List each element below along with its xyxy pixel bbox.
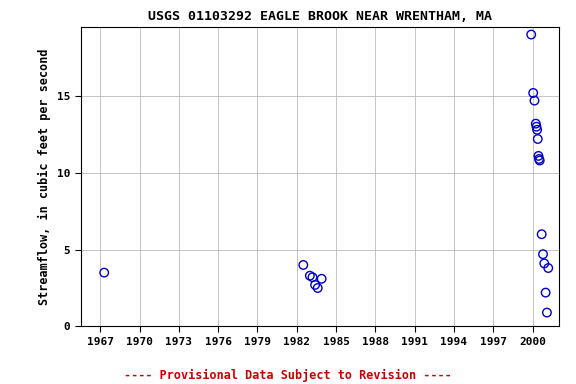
Point bbox=[100, 270, 109, 276]
Point bbox=[535, 157, 544, 164]
Point bbox=[317, 276, 326, 282]
Point bbox=[308, 274, 317, 280]
Text: ---- Provisional Data Subject to Revision ----: ---- Provisional Data Subject to Revisio… bbox=[124, 369, 452, 382]
Point bbox=[541, 290, 550, 296]
Point bbox=[537, 231, 546, 237]
Point bbox=[531, 121, 540, 127]
Y-axis label: Streamflow, in cubic feet per second: Streamflow, in cubic feet per second bbox=[38, 48, 51, 305]
Point bbox=[534, 153, 543, 159]
Point bbox=[310, 282, 320, 288]
Point bbox=[539, 251, 548, 257]
Point bbox=[529, 90, 538, 96]
Point bbox=[313, 285, 323, 291]
Point bbox=[540, 260, 549, 266]
Point bbox=[544, 265, 553, 271]
Point bbox=[535, 156, 544, 162]
Title: USGS 01103292 EAGLE BROOK NEAR WRENTHAM, MA: USGS 01103292 EAGLE BROOK NEAR WRENTHAM,… bbox=[147, 10, 492, 23]
Point bbox=[532, 127, 541, 133]
Point bbox=[543, 310, 552, 316]
Point bbox=[526, 31, 536, 38]
Point bbox=[533, 136, 543, 142]
Point bbox=[305, 273, 314, 279]
Point bbox=[299, 262, 308, 268]
Point bbox=[530, 98, 539, 104]
Point bbox=[532, 124, 541, 130]
